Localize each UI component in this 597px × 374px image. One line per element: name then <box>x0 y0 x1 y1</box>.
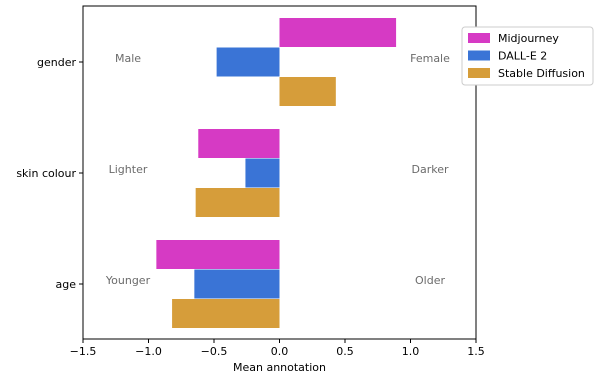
x-axis-title: Mean annotation <box>233 361 326 374</box>
y-tick-label-skin-colour: skin colour <box>16 167 76 180</box>
bar-dall-e-2-skin-colour <box>245 158 280 188</box>
bar-stable-diffusion-skin-colour <box>195 188 280 217</box>
bar-midjourney-gender <box>279 18 397 47</box>
x-tick-label: −1.0 <box>135 345 162 358</box>
y-tick-label-age: age <box>56 278 77 291</box>
legend-label-midjourney: Midjourney <box>498 32 559 45</box>
y-tick-label-gender: gender <box>37 56 76 69</box>
side-labels-group: Male Female Lighter Darker Younger Older <box>105 52 450 287</box>
side-label-left-age: Younger <box>105 274 151 287</box>
legend-label-stable-diffusion: Stable Diffusion <box>498 67 585 80</box>
x-tick-label: 0.0 <box>271 345 289 358</box>
bar-stable-diffusion-age <box>172 299 280 328</box>
bar-dall-e-2-gender <box>216 47 280 77</box>
side-label-right-age: Older <box>415 274 445 287</box>
x-tick-label: 1.5 <box>467 345 485 358</box>
bar-dall-e-2-age <box>194 269 280 299</box>
x-tick-label: −1.5 <box>70 345 97 358</box>
x-axis: −1.5 −1.0 −0.5 0.0 0.5 1.0 1.5 <box>70 339 485 358</box>
legend-swatch-dall-e-2 <box>468 50 490 61</box>
side-label-right-skin-colour: Darker <box>411 163 448 176</box>
side-label-left-skin-colour: Lighter <box>109 163 148 176</box>
legend-frame <box>461 26 594 86</box>
bar-stable-diffusion-gender <box>279 77 336 106</box>
y-axis: gender skin colour age <box>16 56 83 291</box>
side-label-left-gender: Male <box>115 52 141 65</box>
legend-label-dall-e-2: DALL-E 2 <box>498 50 547 63</box>
side-label-right-gender: Female <box>410 52 450 65</box>
x-tick-label: −0.5 <box>201 345 228 358</box>
bar-midjourney-age <box>156 240 280 269</box>
bar-midjourney-skin-colour <box>198 129 280 158</box>
legend: Midjourney DALL-E 2 Stable Diffusion <box>461 26 594 86</box>
bars-group <box>156 18 397 328</box>
legend-swatch-midjourney <box>468 33 490 43</box>
x-tick-label: 1.0 <box>402 345 420 358</box>
x-tick-label: 0.5 <box>336 345 354 358</box>
legend-swatch-stable-diffusion <box>468 68 490 78</box>
